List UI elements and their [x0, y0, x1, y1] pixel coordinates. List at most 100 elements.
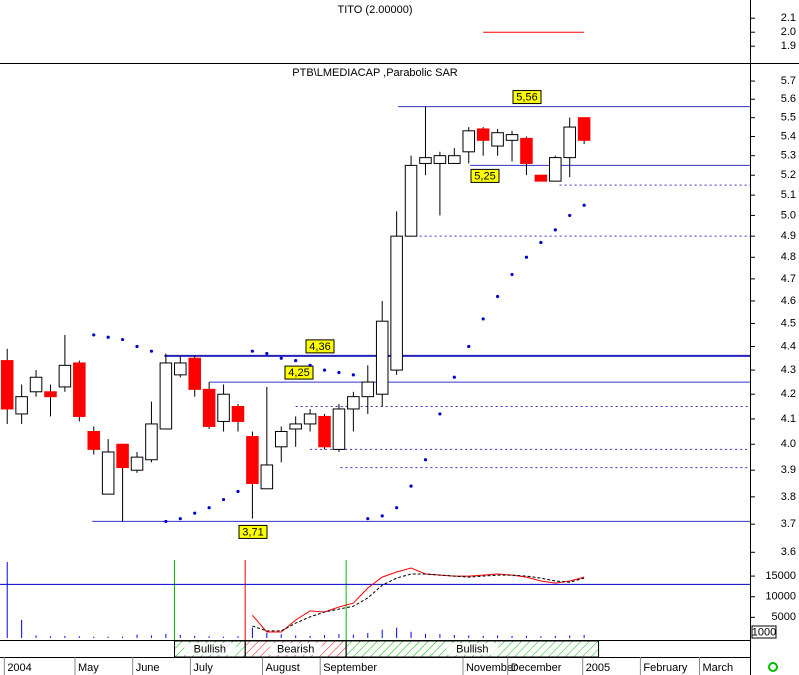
sar-dot	[510, 272, 514, 277]
candle-body	[188, 357, 201, 390]
candle-body	[73, 362, 86, 417]
candle-body	[130, 456, 144, 471]
sar-dot	[236, 489, 240, 494]
x-tick-label: February	[643, 662, 688, 674]
y-tick-label: 1.9	[781, 40, 796, 52]
candle-body	[448, 155, 461, 164]
y-tick-label: 3.8	[781, 491, 796, 503]
sar-dot	[409, 484, 413, 488]
indicator-line	[252, 573, 585, 632]
sar-dot	[380, 514, 384, 518]
candle-body	[549, 157, 562, 182]
signal-label: Bearish	[277, 643, 314, 655]
candle-body	[563, 126, 576, 159]
sar-dot	[582, 203, 586, 207]
candle-body	[44, 391, 57, 398]
candle-body	[246, 436, 259, 484]
candle-body	[29, 376, 43, 393]
x-tick-label: July	[193, 662, 213, 674]
y-tick-label: 3.7	[781, 518, 796, 530]
top-pane-title: TITO (2.00000)	[338, 4, 413, 16]
y-tick-label: 5.0	[781, 209, 796, 221]
candle-body	[0, 360, 14, 410]
candle-body	[101, 451, 115, 495]
signal-label-bg	[446, 643, 499, 655]
signal-label: Bullish	[456, 643, 488, 655]
y-tick-label: 2.0	[781, 26, 796, 38]
candle-body	[58, 364, 72, 388]
y-tick-label: 5.7	[781, 75, 796, 87]
candle-body	[15, 396, 28, 415]
sar-dot	[250, 349, 255, 353]
y-tick-label: 2.1	[781, 12, 796, 24]
cursor-label-box	[751, 625, 777, 639]
sar-dot	[553, 228, 557, 232]
candle-body	[174, 362, 187, 376]
candle-body	[375, 320, 389, 395]
sar-dot	[467, 344, 471, 349]
level-label-box	[512, 90, 542, 105]
candle-body	[260, 464, 274, 490]
candle-body	[217, 393, 230, 422]
sar-dot	[452, 375, 456, 379]
candle-body	[303, 413, 317, 425]
y-tick-label: 4.1	[781, 413, 796, 425]
candle-body	[347, 396, 360, 410]
sar-dot	[149, 349, 154, 353]
y-tick-label: 4.8	[781, 251, 796, 263]
x-tick-label: June	[136, 662, 160, 674]
level-label-box	[470, 168, 500, 183]
candle-body	[577, 117, 591, 141]
cursor-label: 1000	[752, 626, 776, 638]
sar-dot	[539, 240, 543, 245]
y-tick-label: 4.9	[781, 230, 796, 242]
x-tick-label: September	[323, 662, 377, 674]
candle-body	[159, 362, 173, 430]
y-tick-label: 4.7	[781, 273, 796, 285]
level-label: 5,25	[474, 170, 495, 182]
sar-dot	[265, 351, 269, 356]
candle-body	[390, 235, 403, 371]
y-tick-label: 5.1	[781, 189, 796, 201]
signal-label-bg	[269, 643, 322, 655]
y-tick-label: 4.6	[781, 295, 796, 307]
candle-body	[116, 443, 129, 469]
level-label: 5,56	[516, 91, 537, 103]
candle-body	[87, 431, 101, 450]
candle-body	[145, 423, 158, 461]
sar-dot	[221, 497, 226, 502]
y-tick-label: 15000	[765, 570, 796, 582]
y-tick-label: 5.5	[781, 112, 796, 124]
indicator-line	[252, 567, 585, 633]
candle-body	[433, 155, 447, 164]
candle-body	[491, 132, 504, 147]
y-tick-label: 4.2	[781, 388, 796, 400]
y-tick-label: 4.4	[781, 340, 796, 352]
sar-dot	[294, 358, 298, 363]
candle-body	[505, 134, 519, 141]
candle-body	[332, 408, 346, 450]
sar-dot	[308, 363, 312, 367]
level-label: 3,71	[242, 526, 263, 538]
signal-label-bg	[183, 643, 236, 655]
level-label-box	[238, 524, 268, 539]
sar-dot	[351, 373, 355, 377]
candle-body	[419, 157, 432, 164]
x-tick-label: November	[466, 662, 517, 674]
x-tick-label: 2005	[586, 662, 610, 674]
y-tick-label: 10000	[765, 591, 796, 603]
y-tick-label: 5000	[772, 611, 796, 623]
sar-dot	[322, 368, 327, 372]
level-label-box	[284, 365, 314, 380]
sar-dot	[164, 519, 168, 524]
signal-label: Bullish	[194, 643, 226, 655]
x-tick-label: August	[266, 662, 300, 674]
candle-body	[202, 388, 216, 427]
y-tick-label: 4.0	[781, 438, 796, 450]
main-pane-title: PTB\LMEDIACAP ,Parabolic SAR	[292, 67, 458, 79]
sar-dot	[207, 506, 211, 510]
sar-dot	[120, 337, 125, 342]
sar-dot	[568, 213, 572, 218]
y-tick-label: 3.6	[781, 546, 796, 558]
